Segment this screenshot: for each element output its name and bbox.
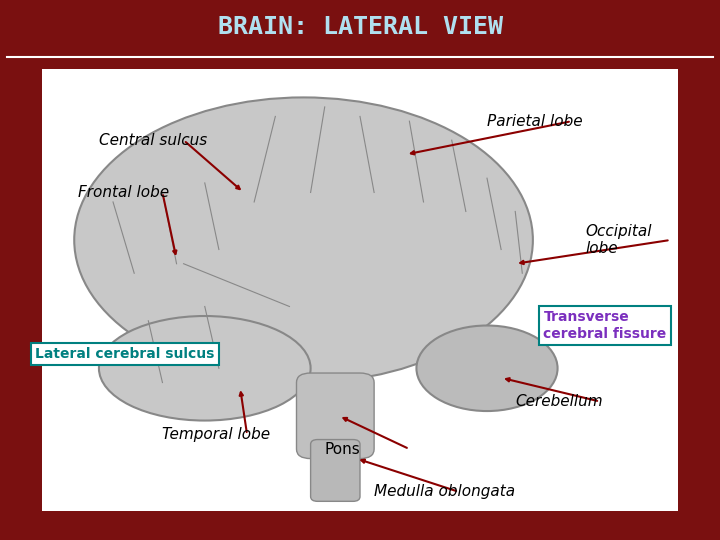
FancyBboxPatch shape [310,440,360,501]
FancyArrowPatch shape [186,142,240,189]
FancyBboxPatch shape [297,373,374,458]
Text: Central sulcus: Central sulcus [99,133,207,147]
Text: BRAIN: LATERAL VIEW: BRAIN: LATERAL VIEW [217,15,503,39]
FancyArrowPatch shape [411,122,569,154]
Text: Occipital
lobe: Occipital lobe [586,224,652,256]
Ellipse shape [99,316,310,421]
FancyArrowPatch shape [343,418,407,448]
FancyArrowPatch shape [240,393,247,432]
FancyArrowPatch shape [506,378,597,401]
Ellipse shape [416,326,557,411]
Text: Transverse
cerebral fissure: Transverse cerebral fissure [544,310,667,341]
FancyArrowPatch shape [361,460,456,491]
Text: Parietal lobe: Parietal lobe [487,114,582,129]
FancyArrowPatch shape [163,195,176,254]
Text: Medulla oblongata: Medulla oblongata [374,484,516,500]
Text: Pons: Pons [325,442,361,456]
Text: Lateral cerebral sulcus: Lateral cerebral sulcus [35,347,215,361]
FancyArrowPatch shape [521,240,667,264]
Text: Frontal lobe: Frontal lobe [78,185,169,200]
Polygon shape [42,69,678,511]
Ellipse shape [74,97,533,382]
Text: Temporal lobe: Temporal lobe [163,427,271,442]
Text: Cerebellum: Cerebellum [516,394,603,409]
